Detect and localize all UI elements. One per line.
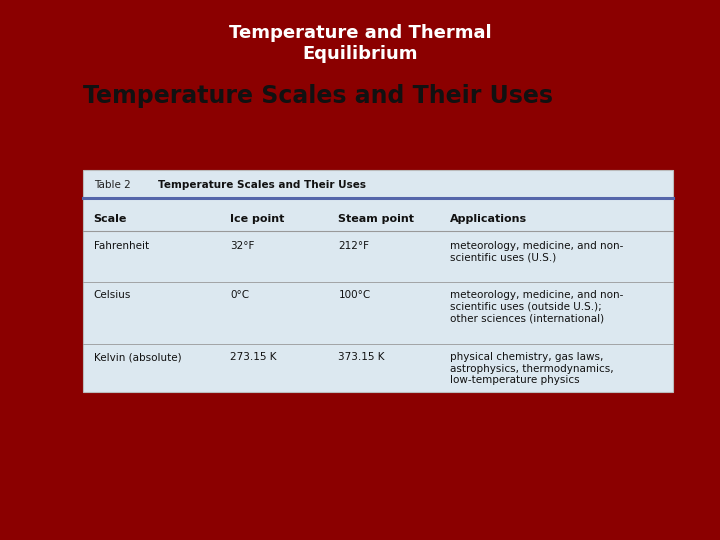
Text: Ice point: Ice point [230,214,285,224]
Text: physical chemistry, gas laws,
astrophysics, thermodynamics,
low-temperature phys: physical chemistry, gas laws, astrophysi… [450,352,613,385]
Text: Table 2: Table 2 [94,180,130,190]
Text: Fahrenheit: Fahrenheit [94,241,149,252]
Text: meteorology, medicine, and non-
scientific uses (outside U.S.);
other sciences (: meteorology, medicine, and non- scientif… [450,290,624,323]
Text: meteorology, medicine, and non-
scientific uses (U.S.): meteorology, medicine, and non- scientif… [450,241,624,263]
Text: 100°C: 100°C [338,290,371,300]
Text: 0°C: 0°C [230,290,250,300]
Text: Celsius: Celsius [94,290,131,300]
Text: Kelvin (absolute): Kelvin (absolute) [94,352,181,362]
Text: 32°F: 32°F [230,241,255,252]
Text: 373.15 K: 373.15 K [338,352,385,362]
Text: 212°F: 212°F [338,241,369,252]
Text: 273.15 K: 273.15 K [230,352,277,362]
Text: Temperature Scales and Their Uses: Temperature Scales and Their Uses [158,180,366,190]
Text: Scale: Scale [94,214,127,224]
Text: Temperature Scales and Their Uses: Temperature Scales and Their Uses [83,84,553,107]
Text: Applications: Applications [450,214,527,224]
Text: Temperature and Thermal
Equilibrium: Temperature and Thermal Equilibrium [229,24,491,63]
Text: Steam point: Steam point [338,214,415,224]
